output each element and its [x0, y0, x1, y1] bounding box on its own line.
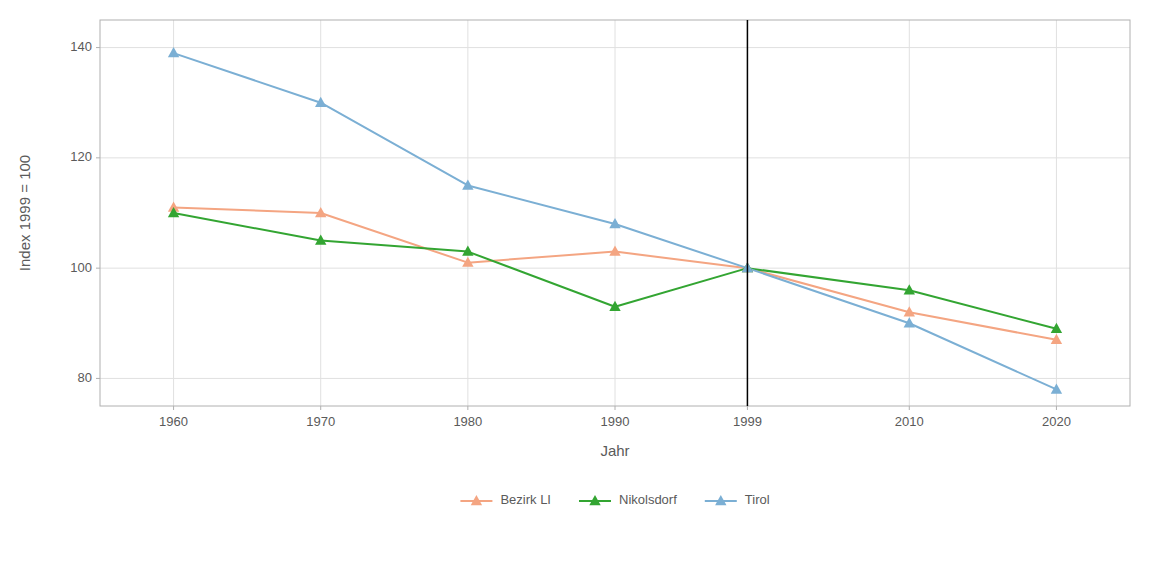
tick-x [615, 406, 616, 410]
marker [315, 97, 326, 107]
series-line [174, 213, 1057, 329]
marker [1051, 383, 1062, 393]
tick-label-y: 140 [70, 39, 92, 54]
series-line [174, 53, 1057, 389]
marker [462, 246, 473, 256]
tick-label-y: 120 [70, 149, 92, 164]
marker [315, 235, 326, 245]
legend-swatch-marker [471, 495, 482, 505]
marker [904, 317, 915, 327]
marker [168, 207, 179, 217]
marker [315, 207, 326, 217]
tick-x [320, 406, 321, 410]
reference-line [747, 20, 749, 406]
grid-line-x [747, 20, 748, 406]
axes: 80 100 120 140 1960 1970 1980 1990 1999 2010 2020 [70, 39, 1071, 429]
grid-line-x [1056, 20, 1057, 406]
marker [609, 301, 620, 311]
tick-label-x: 1980 [453, 414, 482, 429]
chart-container: 80 100 120 140 1960 1970 1980 1990 1999 2010 2020 J… [0, 0, 1152, 576]
plot-area [168, 20, 1062, 406]
marker [168, 47, 179, 57]
tick-label-x: 1960 [159, 414, 188, 429]
legend-label: Tirol [745, 492, 770, 507]
tick-y [96, 268, 100, 269]
y-axis-label: Index 1999 = 100 [16, 155, 33, 271]
tick-x [747, 406, 748, 410]
marker [462, 179, 473, 189]
marker [904, 306, 915, 316]
tick-label-x: 1970 [306, 414, 335, 429]
marker [904, 284, 915, 294]
chart: 80 100 120 140 1960 1970 1980 1990 1999 2010 2020 J… [0, 0, 1152, 576]
tick-x [467, 406, 468, 410]
legend-item: Tirol [705, 492, 770, 507]
tick-label-y: 80 [78, 370, 92, 385]
tick-label-x: 2020 [1042, 414, 1071, 429]
tick-label-x: 1990 [601, 414, 630, 429]
grid-line-x [909, 20, 910, 406]
grid-line-x [615, 20, 616, 406]
legend: Bezirk LI Nikolsdorf Tirol [460, 492, 769, 507]
background [0, 0, 1152, 576]
grid-line-x [467, 20, 468, 406]
tick-label-x: 1999 [733, 414, 762, 429]
tick-y [96, 378, 100, 379]
tick-y [96, 47, 100, 48]
series-line [174, 207, 1057, 339]
legend-label: Bezirk LI [500, 492, 551, 507]
x-axis-label: Jahr [600, 442, 629, 459]
marker [1051, 323, 1062, 333]
marker [462, 257, 473, 267]
tick-x [1056, 406, 1057, 410]
tick-label-x: 2010 [895, 414, 924, 429]
tick-label-y: 100 [70, 260, 92, 275]
marker [1051, 334, 1062, 344]
legend-item: Bezirk LI [460, 492, 551, 507]
legend-swatch-marker [715, 495, 726, 505]
legend-swatch-marker [589, 495, 600, 505]
legend-item: Nikolsdorf [579, 492, 677, 507]
plot-frame [100, 20, 1130, 406]
grid [100, 20, 1130, 406]
tick-x [173, 406, 174, 410]
marker [609, 246, 620, 256]
legend-label: Nikolsdorf [619, 492, 677, 507]
marker [609, 218, 620, 228]
tick-y [96, 157, 100, 158]
tick-x [909, 406, 910, 410]
